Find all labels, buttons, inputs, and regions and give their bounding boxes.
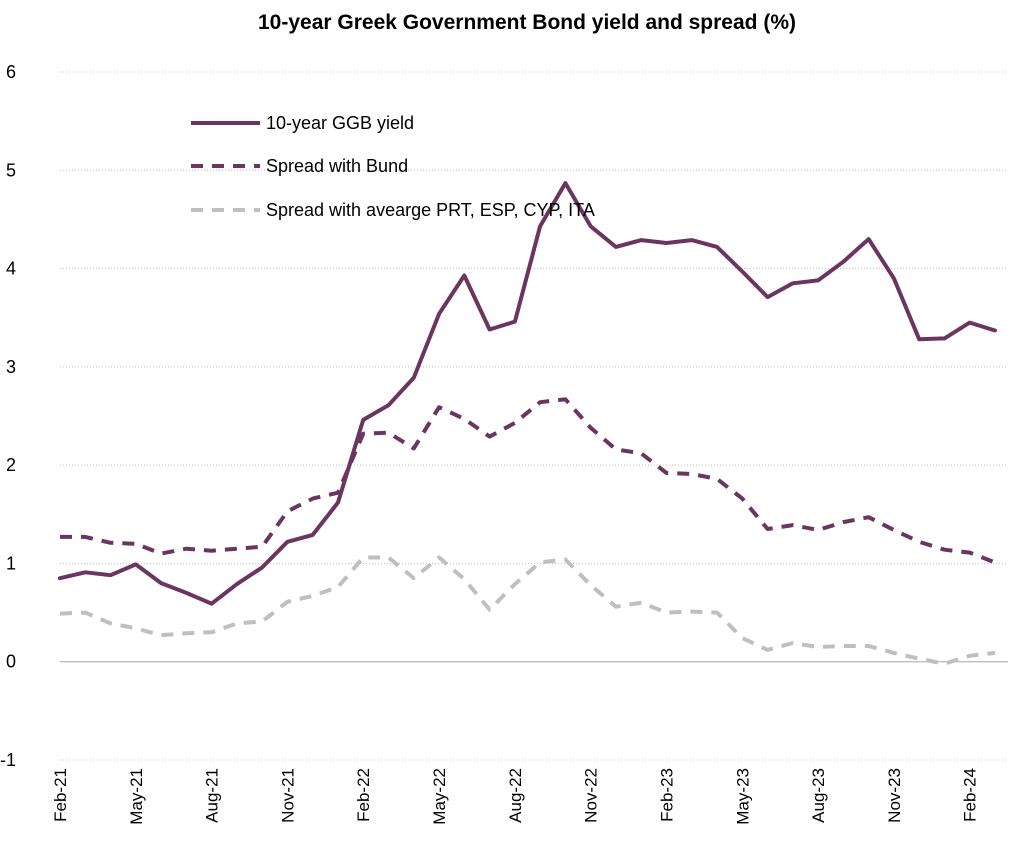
y-tick-label: 1 [6, 553, 16, 573]
y-tick-label: 3 [6, 357, 16, 377]
x-tick-label: Feb-24 [961, 768, 980, 822]
x-tick-label: May-21 [127, 768, 146, 825]
y-axis-ticks: -1 0 1 2 3 4 5 6 [0, 62, 16, 770]
legend: 10-year GGB yield Spread with Bund Spread … [191, 113, 595, 220]
x-tick-label: Nov-22 [582, 768, 601, 823]
x-axis-ticks: Feb-21 May-21 Aug-21 Nov-21 Feb-22 May-22 Aug-… [51, 768, 980, 825]
series-line-spread-average [59, 555, 996, 666]
x-tick-label: Nov-23 [885, 768, 904, 823]
y-tick-label: 2 [6, 455, 16, 475]
x-tick-label: Nov-21 [278, 768, 297, 823]
x-tick-label: Aug-21 [203, 768, 222, 823]
x-tick-label: Feb-22 [354, 768, 373, 822]
legend-label: Spread with avearge PRT, ESP, CYP, ITA [266, 200, 595, 220]
x-tick-label: Aug-23 [809, 768, 828, 823]
x-tick-label: Aug-22 [506, 768, 525, 823]
series-line-ggb-yield [58, 181, 997, 606]
x-tick-label: Feb-23 [657, 768, 676, 822]
series-line-spread-bund [60, 397, 996, 565]
chart-title: 10-year Greek Government Bond yield and … [258, 11, 796, 34]
y-tick-label: 5 [6, 160, 16, 180]
y-tick-label: 6 [6, 62, 16, 82]
x-tick-label: Feb-21 [51, 768, 70, 822]
y-tick-label: 4 [6, 259, 16, 279]
x-tick-label: May-23 [733, 768, 752, 825]
x-tick-label: May-22 [430, 768, 449, 825]
series-lines [58, 181, 997, 666]
gridlines [60, 71, 1008, 761]
legend-label: Spread with Bund [266, 156, 408, 176]
y-tick-label: -1 [0, 750, 16, 770]
y-tick-label: 0 [6, 652, 16, 672]
legend-label: 10-year GGB yield [266, 113, 414, 133]
